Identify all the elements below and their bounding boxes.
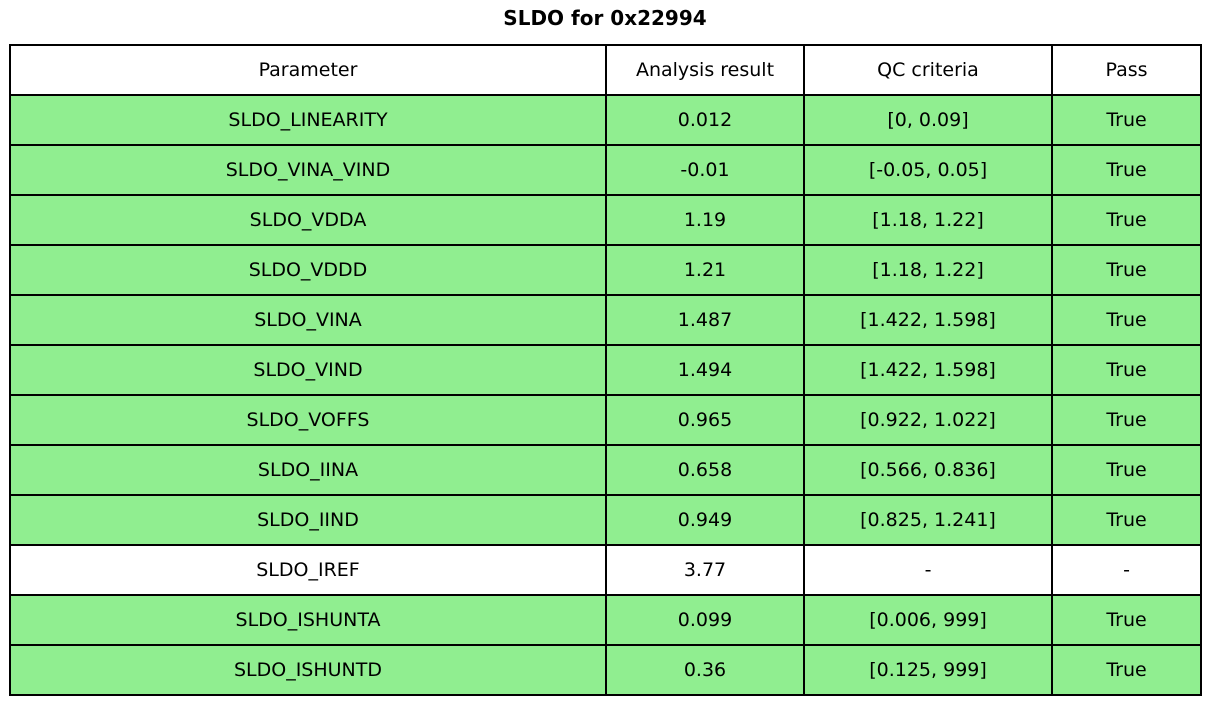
cell-qc-criteria: [0.922, 1.022]	[803, 394, 1053, 446]
cell-analysis-result: 3.77	[605, 544, 805, 596]
cell-qc-criteria: [1.422, 1.598]	[803, 344, 1053, 396]
cell-analysis-result: 1.21	[605, 244, 805, 296]
cell-qc-criteria: [-0.05, 0.05]	[803, 144, 1053, 196]
cell-analysis-result: 1.19	[605, 194, 805, 246]
cell-qc-criteria: [1.18, 1.22]	[803, 194, 1053, 246]
table-row: SLDO_ISHUNTA 0.099 [0.006, 999] True	[9, 594, 1202, 646]
table-row: SLDO_VOFFS 0.965 [0.922, 1.022] True	[9, 394, 1202, 446]
cell-pass: True	[1051, 194, 1202, 246]
table-row: SLDO_IREF 3.77 - -	[9, 544, 1202, 596]
cell-analysis-result: 0.658	[605, 444, 805, 496]
table-row: SLDO_IIND 0.949 [0.825, 1.241] True	[9, 494, 1202, 546]
cell-parameter: SLDO_ISHUNTA	[9, 594, 607, 646]
cell-parameter: SLDO_VDDD	[9, 244, 607, 296]
cell-qc-criteria: [0.566, 0.836]	[803, 444, 1053, 496]
cell-pass: True	[1051, 244, 1202, 296]
cell-pass: True	[1051, 344, 1202, 396]
cell-pass: True	[1051, 94, 1202, 146]
cell-parameter: SLDO_VINA	[9, 294, 607, 346]
table-row: SLDO_LINEARITY 0.012 [0, 0.09] True	[9, 94, 1202, 146]
cell-pass: True	[1051, 294, 1202, 346]
table-row: SLDO_VINA 1.487 [1.422, 1.598] True	[9, 294, 1202, 346]
header-qc-criteria: QC criteria	[803, 44, 1053, 96]
header-row: Parameter Analysis result QC criteria Pa…	[9, 44, 1202, 96]
header-analysis-result: Analysis result	[605, 44, 805, 96]
cell-parameter: SLDO_VINA_VIND	[9, 144, 607, 196]
cell-parameter: SLDO_LINEARITY	[9, 94, 607, 146]
cell-qc-criteria: [0, 0.09]	[803, 94, 1053, 146]
cell-pass: -	[1051, 544, 1202, 596]
cell-analysis-result: -0.01	[605, 144, 805, 196]
cell-analysis-result: 0.012	[605, 94, 805, 146]
cell-pass: True	[1051, 494, 1202, 546]
cell-analysis-result: 1.487	[605, 294, 805, 346]
cell-pass: True	[1051, 394, 1202, 446]
header-pass: Pass	[1051, 44, 1202, 96]
cell-parameter: SLDO_ISHUNTD	[9, 644, 607, 696]
cell-parameter: SLDO_VDDA	[9, 194, 607, 246]
cell-analysis-result: 0.36	[605, 644, 805, 696]
header-parameter: Parameter	[9, 44, 607, 96]
cell-parameter: SLDO_VIND	[9, 344, 607, 396]
cell-qc-criteria: -	[803, 544, 1053, 596]
table-row: SLDO_IINA 0.658 [0.566, 0.836] True	[9, 444, 1202, 496]
cell-analysis-result: 1.494	[605, 344, 805, 396]
cell-qc-criteria: [1.18, 1.22]	[803, 244, 1053, 296]
cell-analysis-result: 0.965	[605, 394, 805, 446]
cell-qc-criteria: [0.125, 999]	[803, 644, 1053, 696]
cell-pass: True	[1051, 144, 1202, 196]
page-title: SLDO for 0x22994	[503, 6, 707, 30]
cell-qc-criteria: [1.422, 1.598]	[803, 294, 1053, 346]
cell-analysis-result: 0.949	[605, 494, 805, 546]
table-row: SLDO_ISHUNTD 0.36 [0.125, 999] True	[9, 644, 1202, 696]
cell-pass: True	[1051, 594, 1202, 646]
cell-parameter: SLDO_VOFFS	[9, 394, 607, 446]
qc-results-table: Parameter Analysis result QC criteria Pa…	[9, 44, 1202, 696]
table-row: SLDO_VINA_VIND -0.01 [-0.05, 0.05] True	[9, 144, 1202, 196]
cell-parameter: SLDO_IIND	[9, 494, 607, 546]
cell-parameter: SLDO_IREF	[9, 544, 607, 596]
cell-parameter: SLDO_IINA	[9, 444, 607, 496]
cell-pass: True	[1051, 444, 1202, 496]
cell-pass: True	[1051, 644, 1202, 696]
table-row: SLDO_VIND 1.494 [1.422, 1.598] True	[9, 344, 1202, 396]
cell-qc-criteria: [0.825, 1.241]	[803, 494, 1053, 546]
cell-qc-criteria: [0.006, 999]	[803, 594, 1053, 646]
cell-analysis-result: 0.099	[605, 594, 805, 646]
table-row: SLDO_VDDA 1.19 [1.18, 1.22] True	[9, 194, 1202, 246]
table-row: SLDO_VDDD 1.21 [1.18, 1.22] True	[9, 244, 1202, 296]
